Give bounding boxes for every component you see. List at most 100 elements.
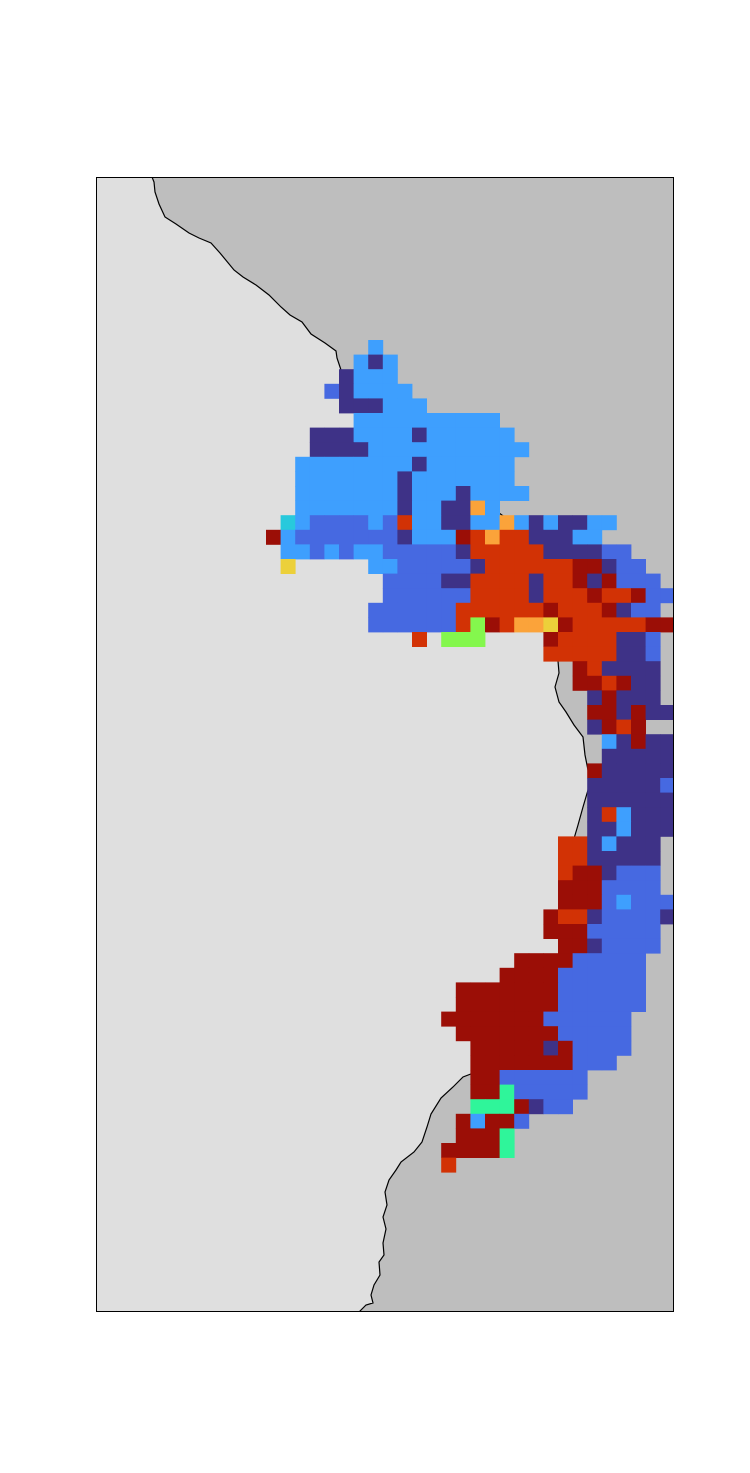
grid-cell-royal-blue [382,573,398,589]
grid-cell-sky-blue [382,427,398,443]
grid-cell-dark-red [601,690,617,706]
grid-cell-dark-red [587,705,603,720]
grid-cell-sky-blue [499,427,515,443]
grid-cell-indigo [601,559,617,574]
grid-cell-dark-red [601,602,617,618]
grid-cell-dark-red [572,880,588,896]
grid-cell-sky-blue [412,486,427,501]
grid-cell-red-orange [485,602,500,618]
grid-cell-sky-blue [368,456,384,472]
grid-cell-sky-blue [441,413,457,428]
grid-cell-dark-red [587,588,603,604]
grid-cell-royal-blue [324,529,340,545]
grid-cell-royal-blue [601,909,617,925]
grid-cell-red-orange [543,646,559,662]
grid-cell-sky-blue [382,383,398,399]
grid-cell-dark-red [455,997,471,1012]
grid-cell-indigo [601,661,617,677]
grid-cell-sky-blue [339,471,354,487]
grid-cell-indigo [645,690,661,706]
grid-cell-indigo [368,398,384,414]
grid-cell-royal-blue [601,880,617,896]
grid-cell-indigo [339,427,354,443]
grid-cell-sky-blue [426,500,442,516]
grid-cell-indigo [616,646,632,662]
grid-cell-red-orange [528,544,544,560]
grid-cell-royal-blue [645,588,661,604]
grid-cell-royal-blue [558,1011,573,1027]
grid-cell-indigo [601,865,617,881]
grid-cell-red-orange [558,573,573,589]
grid-cell-royal-blue [601,997,617,1012]
grid-cell-red-orange [514,529,530,545]
grid-cell-sky-blue [324,471,340,487]
grid-cell-sky-blue [616,807,632,823]
grid-cell-sky-blue [339,486,354,501]
grid-cell-dark-red [485,1128,500,1144]
grid-cell-indigo [339,369,354,385]
grid-cell-indigo [587,690,603,706]
grid-cell-indigo [601,851,617,866]
grid-cell-indigo [587,807,603,823]
grid-cell-sky-blue [309,471,325,487]
grid-cell-dark-red [616,675,632,691]
grid-cell-indigo [660,821,674,837]
grid-cell-mint [485,1099,500,1115]
grid-cell-dark-red [543,1055,559,1071]
grid-cell-sky-blue [324,544,340,560]
grid-cell-indigo [543,529,559,545]
grid-cell-sky-blue [353,500,369,516]
grid-cell-orange [470,500,486,516]
grid-cell-royal-blue [412,573,427,589]
grid-cell-dark-red [485,1143,500,1158]
grid-cell-indigo [470,559,486,574]
grid-cell-sky-blue [426,427,442,443]
grid-cell-royal-blue [368,602,384,618]
grid-cell-sky-blue [499,471,515,487]
grid-cell-sky-blue [470,515,486,531]
grid-cell-dark-red [543,982,559,998]
grid-cell-indigo [601,778,617,793]
grid-cell-sky-blue [368,559,384,574]
grid-cell-royal-blue [601,1055,617,1071]
grid-cell-red-orange [470,588,486,604]
grid-cell-royal-blue [616,1040,632,1056]
grid-cell-royal-blue [587,967,603,983]
grid-cell-royal-blue [353,515,369,531]
grid-cell-sky-blue [412,413,427,428]
grid-cell-sky-blue [441,529,457,545]
grid-cell-indigo [309,427,325,443]
grid-cell-royal-blue [441,602,457,618]
grid-cell-dark-red [499,1040,515,1056]
grid-cell-royal-blue [631,924,646,939]
grid-cell-sky-blue [295,544,311,560]
grid-cell-indigo [587,821,603,837]
grid-cell-royal-blue [572,1070,588,1085]
grid-cell-indigo [616,632,632,647]
grid-cell-red-orange [499,559,515,574]
grid-cell-indigo [601,763,617,779]
grid-cell-sky-blue [397,442,413,458]
grid-cell-indigo [601,821,617,837]
grid-cell-royal-blue [631,865,646,881]
grid-cell-sky-blue [412,471,427,487]
grid-cell-red-orange [601,588,617,604]
grid-cell-indigo [645,778,661,793]
grid-cell-royal-blue [382,544,398,560]
grid-cell-sky-blue [485,456,500,472]
grid-cell-red-orange [470,529,486,545]
grid-cell-indigo [412,427,427,443]
grid-cell-dark-red [543,909,559,925]
grid-cell-royal-blue [426,588,442,604]
grid-cell-indigo [616,778,632,793]
grid-cell-indigo [631,836,646,852]
grid-cell-sky-blue [426,515,442,531]
grid-cell-dark-red [499,1011,515,1027]
grid-cell-royal-blue [339,544,354,560]
grid-cell-red-orange [470,573,486,589]
grid-cell-lime [470,617,486,633]
grid-cell-dark-red [514,982,530,998]
grid-cell-sky-blue [485,515,500,531]
grid-cell-royal-blue [572,953,588,969]
grid-cell-red-orange [485,588,500,604]
